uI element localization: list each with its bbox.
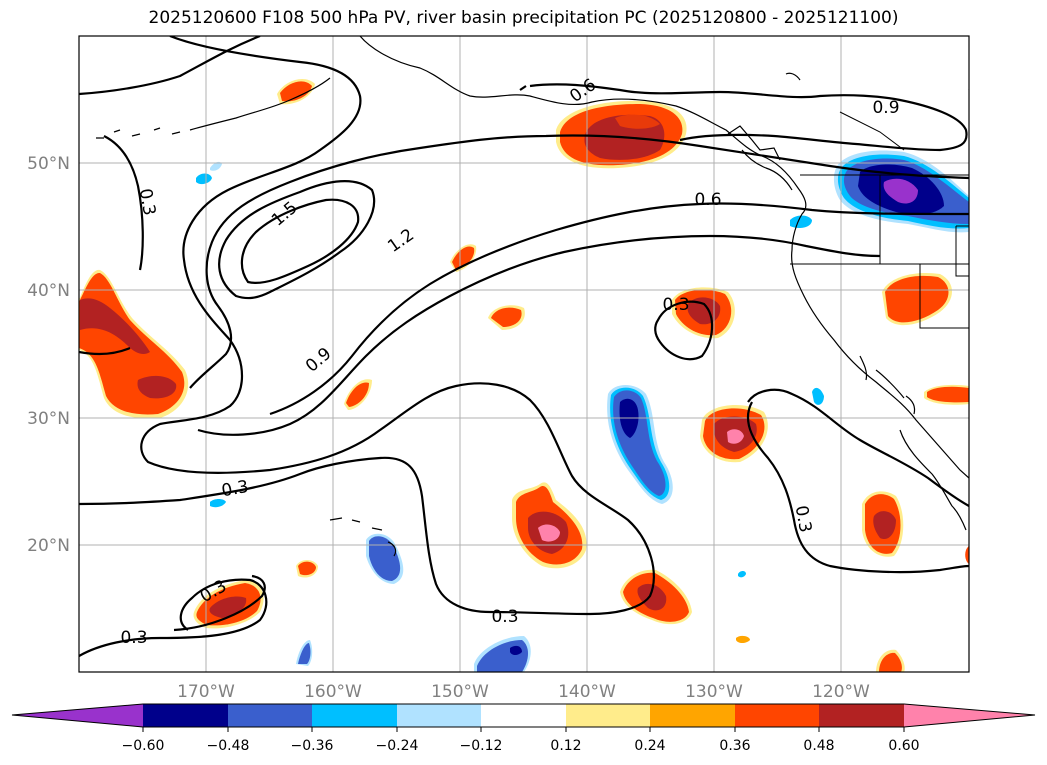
colorbar-segment [481,704,566,727]
lon-label: 120°W [812,682,870,702]
colorbar-segment [735,704,819,727]
precip-positive-region [882,272,952,326]
colorbar-tick-label: −0.12 [460,738,503,754]
latitude-labels: 50°N 40°N 30°N 20°N [27,154,70,556]
precip-negative-region [607,385,673,504]
colorbar-tick-label: −0.48 [207,738,250,754]
colorbar-tick-labels: −0.60 −0.48 −0.36 −0.24 −0.12 0.12 0.24 … [122,738,920,754]
lon-label: 130°W [685,682,743,702]
precip-positive-region [277,79,315,105]
contour-label: 0.3 [135,187,159,217]
lon-label: 160°W [304,682,362,702]
colorbar-segment [566,704,650,727]
precip-positive-region [193,580,264,629]
lon-label: 170°W [177,682,235,702]
colorbar-segment-gt-max [904,704,1035,727]
colorbar-segment [650,704,735,727]
colorbar-tick-label: 0.12 [550,738,581,754]
lon-label: 140°W [558,682,616,702]
political-boundaries [790,111,969,329]
precip-positive-region [924,384,969,405]
precip-positive-region [344,379,372,410]
colorbar-segment-lt-min [12,704,143,727]
colorbar: −0.60 −0.48 −0.36 −0.24 −0.12 0.12 0.24 … [11,703,1036,754]
lat-label: 50°N [27,154,70,174]
precip-negative-region [196,161,222,185]
colorbar-tick-label: 0.24 [634,738,665,754]
colorbar-ticks [142,727,905,732]
map-frame [78,35,970,673]
precip-positive-region [965,546,969,564]
pv-contours [79,36,969,657]
map-title: 2025120600 F108 500 hPa PV, river basin … [148,8,899,28]
precip-positive-region [736,635,750,643]
contour-label: 0.6 [694,190,721,210]
precip-positive-region [862,491,904,557]
lat-label: 20°N [27,536,70,556]
colorbar-tick-label: −0.60 [122,738,165,754]
colorbar-tick-label: −0.24 [376,738,419,754]
colorbar-segment [312,704,397,727]
colorbar-tick-label: 0.48 [803,738,834,754]
colorbar-segment [397,704,481,727]
contour-label: 0.3 [662,295,689,315]
precip-negative-region [296,640,313,666]
precip-positive-region [620,569,692,625]
map-area: 0.3 0.3 0.3 0.3 0.3 0.3 0.3 0.6 0.6 0.9 … [79,36,969,672]
precip-negative-region [738,571,746,578]
coastlines [96,36,969,557]
longitude-labels: 170°W 160°W 150°W 140°W 130°W 120°W [177,682,870,702]
contour-label: 0.3 [120,628,147,648]
precip-positive-region [79,269,189,419]
lat-label: 40°N [27,281,70,301]
graticule [79,36,969,672]
precip-positive-region [876,649,905,672]
precip-negative-region [210,499,226,508]
colorbar-segment [819,704,904,727]
precip-negative-region [790,215,812,228]
colorbar-tick-label: 0.36 [719,738,750,754]
colorbar-tick-label: 0.60 [888,738,919,754]
lat-label: 30°N [27,409,70,429]
colorbar-segment [143,704,228,727]
precip-positive-region [488,305,525,330]
colorbar-tick-label: −0.36 [291,738,334,754]
precip-negative-region [812,387,824,405]
contour-label: 0.3 [491,607,518,627]
precip-positive-region [450,244,477,272]
colorbar-segment [228,704,312,727]
precip-negative-region [474,636,531,672]
contour-label: 0.9 [872,98,899,118]
contour-label: 0.3 [220,477,250,501]
contour-label: 0.3 [791,504,815,534]
lon-label: 150°W [431,682,489,702]
precip-positive-region [672,287,735,339]
precip-positive-region [296,560,318,578]
